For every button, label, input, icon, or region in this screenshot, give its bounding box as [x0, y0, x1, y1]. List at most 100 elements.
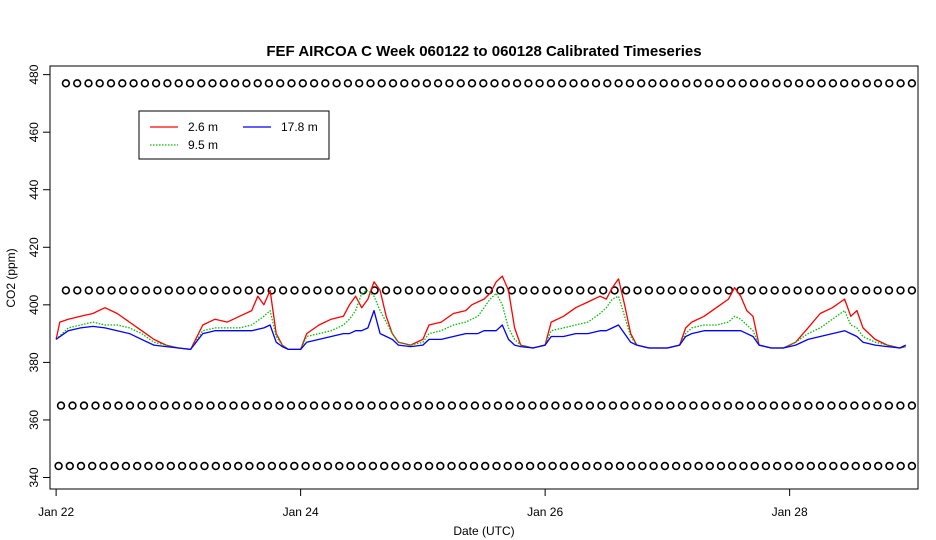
calibration-point	[705, 461, 714, 471]
calibration-point	[792, 401, 802, 410]
calibration-point	[827, 286, 837, 295]
calibration-point	[456, 79, 465, 88]
calibration-point	[712, 401, 721, 410]
calibration-point	[548, 461, 557, 471]
calibration-point	[298, 401, 307, 410]
calibration-point	[76, 461, 86, 471]
calibration-point	[148, 401, 158, 410]
calibration-point	[633, 286, 642, 295]
calibration-point	[358, 286, 368, 295]
cal-344-row	[54, 461, 917, 471]
calibration-point	[873, 286, 882, 295]
calibration-point	[357, 461, 366, 471]
calibration-point	[817, 461, 827, 471]
calibration-point	[198, 286, 208, 295]
calibration-point	[458, 461, 467, 471]
calibration-point	[263, 401, 273, 410]
calibration-point	[114, 401, 123, 410]
x-axis: Jan 22 Jan 24 Jan 26 Jan 28	[38, 488, 808, 519]
calibration-point	[230, 79, 240, 88]
calibration-point	[321, 401, 330, 410]
calibration-point	[537, 461, 546, 471]
calibration-point	[659, 79, 668, 88]
calibration-point	[727, 79, 736, 88]
calibration-point	[518, 286, 528, 295]
calibration-point	[413, 461, 423, 471]
calibration-point	[839, 79, 849, 88]
chart-title: FEF AIRCOA C Week 060122 to 060128 Calib…	[266, 43, 701, 60]
calibration-point	[850, 401, 859, 410]
calibration-point	[804, 401, 813, 410]
calibration-point	[233, 286, 242, 295]
calibration-point	[505, 401, 514, 410]
calibration-point	[482, 401, 491, 410]
calibration-point	[343, 79, 353, 88]
calibration-point	[234, 461, 243, 471]
calibration-point	[256, 286, 265, 295]
calibration-point	[87, 461, 97, 471]
calibration-point	[312, 461, 321, 471]
calibration-point	[644, 286, 654, 295]
calibration-point	[682, 79, 691, 88]
calibration-point	[769, 401, 779, 410]
x-tick-label: Jan 24	[283, 505, 319, 519]
calibration-point	[815, 401, 825, 410]
calibration-point	[244, 286, 254, 295]
calibration-point	[512, 79, 522, 88]
calibration-point	[593, 461, 602, 471]
calibration-point	[516, 401, 526, 410]
y-tick-label: 480	[27, 64, 41, 84]
calibration-point	[784, 461, 793, 471]
calibration-point	[884, 286, 894, 295]
calibration-point	[643, 401, 652, 410]
calibration-point	[137, 401, 146, 410]
calibration-point	[746, 401, 756, 410]
calibration-point	[61, 286, 71, 295]
calibration-point	[95, 286, 105, 295]
calibration-point	[660, 461, 670, 471]
calibration-point	[102, 401, 112, 410]
calibration-point	[153, 286, 162, 295]
calibration-point	[402, 461, 411, 471]
calibration-point	[574, 401, 583, 410]
x-tick-label: Jan 26	[527, 505, 563, 519]
calibration-point	[530, 286, 539, 295]
calibration-point	[416, 286, 425, 295]
calibration-point	[614, 79, 623, 88]
calibration-point	[290, 461, 299, 471]
calibration-point	[570, 461, 580, 471]
calibration-point	[222, 461, 232, 471]
calibration-point	[761, 461, 771, 471]
calibration-point	[817, 79, 826, 88]
calibration-point	[366, 79, 375, 88]
calibration-point	[896, 401, 905, 410]
calibration-point	[217, 401, 227, 410]
calibration-point	[177, 461, 187, 471]
calibration-point	[896, 461, 905, 471]
calibration-point	[287, 79, 296, 88]
calibration-point	[608, 401, 618, 410]
calibration-point	[694, 461, 703, 471]
calibration-point	[678, 286, 688, 295]
calibration-point	[496, 286, 505, 295]
calibration-point	[576, 286, 585, 295]
calibration-point	[447, 401, 457, 410]
calibration-point	[130, 286, 139, 295]
calibration-point	[727, 461, 737, 471]
calibration-point	[598, 286, 608, 295]
calibration-point	[447, 461, 456, 471]
calibration-point	[829, 461, 838, 471]
x-tick-label: Jan 28	[772, 505, 808, 519]
calibration-point	[713, 286, 722, 295]
calibration-point	[240, 401, 250, 410]
calibration-point	[884, 401, 894, 410]
calibration-point	[309, 401, 319, 410]
calibration-point	[309, 79, 319, 88]
calibration-point	[490, 79, 499, 88]
calibration-point	[587, 286, 596, 295]
calibration-point	[252, 401, 261, 410]
calibration-point	[267, 461, 277, 471]
calibration-point	[620, 401, 629, 410]
calibration-point	[144, 461, 153, 471]
calibration-point	[245, 461, 254, 471]
